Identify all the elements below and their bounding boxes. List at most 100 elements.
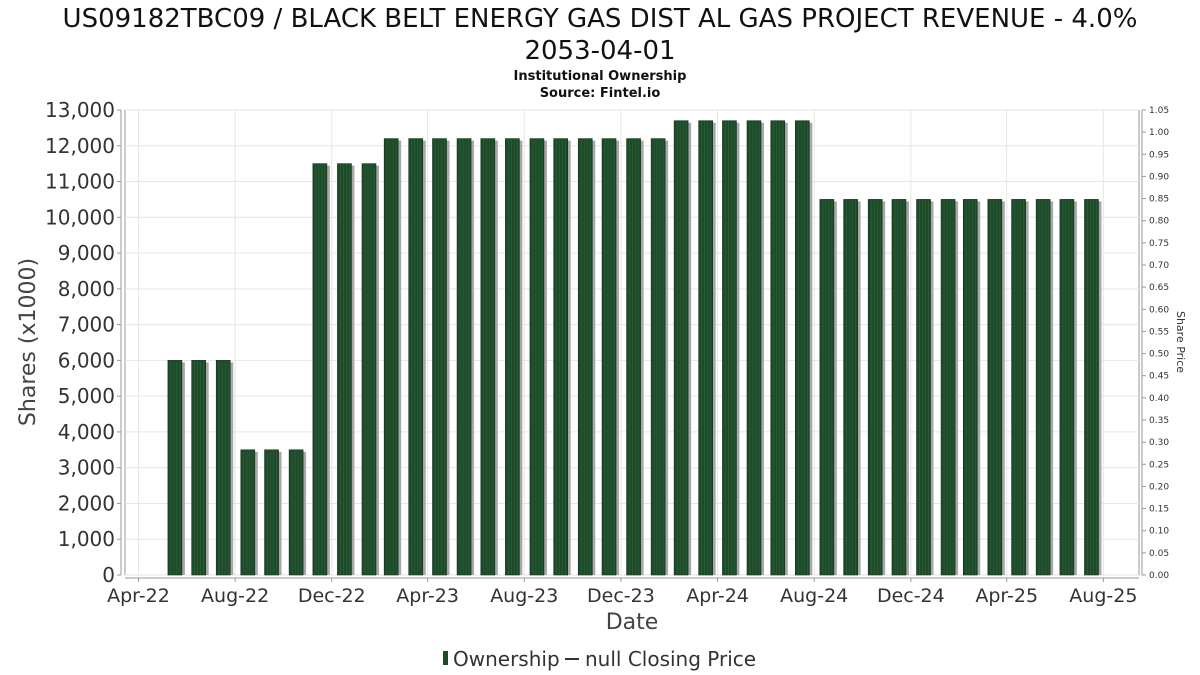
bar: [722, 120, 737, 576]
bar: [432, 138, 447, 576]
left-tick-label: 3,000: [58, 456, 115, 480]
bar: [408, 138, 424, 576]
x-tick-label: Dec-22: [298, 585, 366, 607]
bar-series-ownership: [167, 120, 1102, 576]
right-tick-label: 0.95: [1149, 150, 1169, 160]
right-tick-label: 0.60: [1149, 305, 1169, 315]
bar: [795, 120, 810, 576]
bar: [480, 138, 496, 576]
bar: [770, 120, 786, 576]
right-tick-label: 0.05: [1149, 549, 1169, 559]
bar: [505, 138, 520, 576]
x-tick-label: Dec-23: [587, 585, 655, 607]
x-tick-label: Dec-24: [877, 585, 945, 607]
chart-title-line1: US09182TBC09 / BLACK BELT ENERGY GAS DIS…: [63, 4, 1138, 34]
bar: [1035, 199, 1051, 576]
right-tick-label: 0.50: [1149, 350, 1169, 360]
legend: Ownership null Closing Price: [443, 647, 756, 671]
right-tick-label: 0.30: [1149, 438, 1169, 448]
right-tick-label: 0.80: [1149, 217, 1169, 227]
bar: [626, 138, 641, 576]
right-tick-label: 0.55: [1149, 327, 1169, 337]
left-axis: 0 1,000 2,000 3,000 4,000 5,000 6,000 7,000 8,00…: [45, 98, 122, 587]
bar: [698, 120, 713, 576]
bar: [337, 163, 352, 576]
bar: [1059, 199, 1075, 576]
bar: [916, 199, 931, 576]
left-tick-label: 11,000: [45, 170, 115, 194]
x-tick-label: Apr-23: [396, 585, 459, 607]
bar: [891, 199, 907, 576]
right-axis: 0.00 0.05 0.10 0.15 0.20 0.25 0.30 0.35 0.40 0.45…: [1141, 106, 1169, 581]
bar: [673, 120, 689, 576]
bar: [746, 120, 762, 576]
right-tick-label: 0.10: [1149, 527, 1169, 537]
x-tick-label: Aug-22: [201, 585, 269, 607]
bar: [1011, 199, 1026, 576]
bar: [940, 199, 956, 576]
right-tick-label: 0.65: [1149, 283, 1169, 293]
bar: [650, 138, 666, 576]
right-tick-label: 0.15: [1149, 505, 1169, 515]
left-tick-label: 13,000: [45, 98, 115, 122]
left-tick-label: 5,000: [58, 384, 115, 408]
chart-title-line2: 2053-04-01: [524, 36, 675, 66]
right-tick-label: 0.70: [1149, 261, 1169, 271]
bar: [383, 138, 399, 576]
bar: [1084, 199, 1099, 576]
bar: [361, 163, 377, 576]
legend-ownership-swatch: [443, 651, 448, 665]
right-tick-label: 1.00: [1149, 128, 1169, 138]
bar: [215, 360, 231, 576]
y2-axis-label: Share Price: [1174, 311, 1187, 373]
bar: [819, 199, 835, 576]
x-tick-label: Apr-25: [975, 585, 1038, 607]
left-tick-label: 9,000: [58, 241, 115, 265]
bar: [288, 449, 304, 576]
legend-price-label: null Closing Price: [585, 647, 756, 671]
right-tick-label: 0.00: [1149, 571, 1169, 581]
bar: [456, 138, 472, 576]
left-tick-label: 4,000: [58, 420, 115, 444]
x-axis-label: Date: [606, 610, 659, 635]
left-tick-label: 0: [102, 563, 115, 587]
x-tick-label: Apr-24: [686, 585, 749, 607]
left-tick-label: 6,000: [58, 348, 115, 372]
right-tick-label: 0.75: [1149, 239, 1169, 249]
chart-subtitle: Institutional Ownership: [514, 69, 687, 84]
bar: [553, 138, 569, 576]
left-tick-label: 2,000: [58, 491, 115, 515]
chart-source: Source: Fintel.io: [540, 86, 661, 101]
y-axis-label: Shares (x1000): [16, 258, 41, 426]
right-tick-label: 0.90: [1149, 172, 1169, 182]
bar: [577, 138, 593, 576]
x-tick-label: Aug-23: [490, 585, 558, 607]
bar: [601, 138, 617, 576]
x-axis: Apr-22 Aug-22 Dec-22 Apr-23 Aug-23 Dec-23 Apr-…: [107, 577, 1139, 607]
bar: [987, 199, 1003, 576]
left-tick-label: 12,000: [45, 134, 115, 158]
x-tick-label: Aug-25: [1069, 585, 1137, 607]
bar: [264, 449, 279, 576]
left-tick-label: 8,000: [58, 277, 115, 301]
right-tick-label: 0.40: [1149, 394, 1169, 404]
bar: [529, 138, 545, 576]
x-tick-label: Apr-22: [107, 585, 170, 607]
left-tick-label: 1,000: [58, 527, 115, 551]
bar: [240, 449, 256, 576]
x-tick-label: Aug-24: [780, 585, 848, 607]
right-tick-label: 0.20: [1149, 482, 1169, 492]
legend-ownership-label: Ownership: [453, 647, 560, 671]
left-tick-label: 10,000: [45, 205, 115, 229]
bar: [962, 199, 978, 576]
right-tick-label: 0.25: [1149, 460, 1169, 470]
bar: [312, 163, 328, 576]
right-tick-label: 0.45: [1149, 372, 1169, 382]
right-tick-label: 0.85: [1149, 195, 1169, 205]
bar: [191, 360, 206, 576]
bar: [167, 360, 183, 576]
right-tick-label: 0.35: [1149, 416, 1169, 426]
bar: [867, 199, 883, 576]
bar: [843, 199, 858, 576]
